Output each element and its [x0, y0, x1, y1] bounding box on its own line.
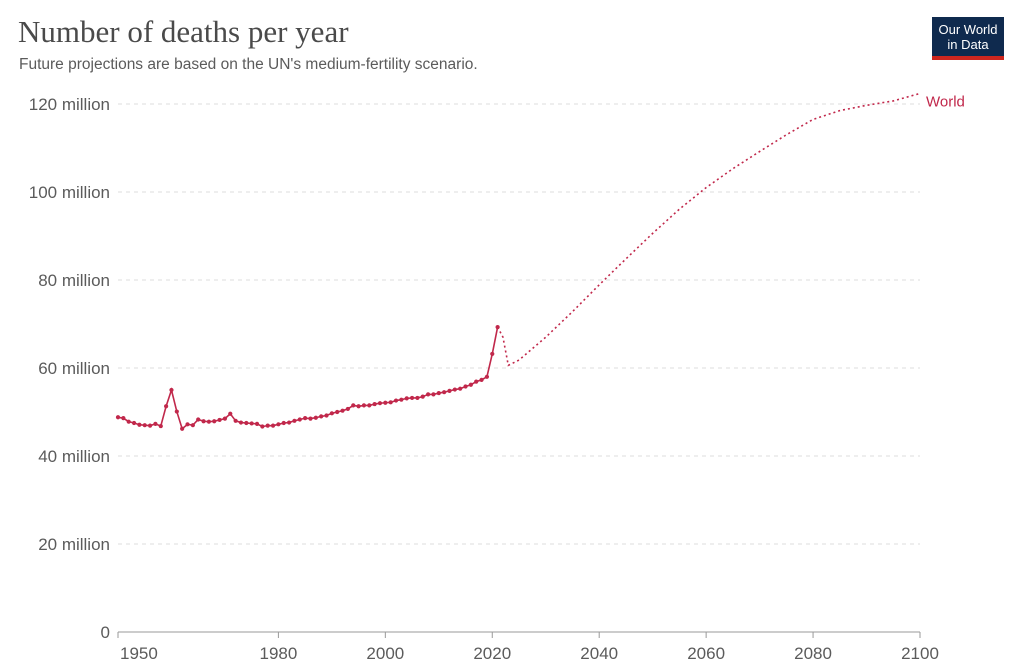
x-tick-label: 1950 [120, 644, 158, 663]
data-point [388, 400, 393, 405]
x-tick-label: 2000 [366, 644, 404, 663]
y-tick-label: 100 million [29, 183, 110, 202]
logo-line-2: in Data [947, 37, 989, 52]
data-point [436, 390, 441, 396]
data-point [426, 392, 431, 397]
data-point [222, 416, 228, 421]
data-point [329, 411, 334, 416]
data-point [324, 413, 329, 418]
data-point [474, 379, 479, 384]
x-tick-label: 2080 [794, 644, 832, 663]
data-point [180, 426, 185, 431]
data-point [292, 418, 297, 423]
data-point [115, 415, 121, 420]
data-point [121, 416, 126, 421]
data-point [281, 420, 286, 426]
data-point [131, 420, 137, 426]
data-point [196, 417, 201, 422]
y-tick-label: 0 [101, 623, 110, 642]
data-point [147, 423, 153, 428]
data-point [431, 392, 436, 397]
data-point [254, 421, 260, 426]
data-point [404, 396, 409, 401]
data-point [153, 421, 158, 426]
data-point [303, 416, 308, 421]
x-tick-label: 2100 [901, 644, 939, 663]
data-point [409, 395, 415, 401]
data-point [286, 420, 292, 425]
data-point [442, 390, 447, 395]
data-point [308, 416, 313, 421]
data-point [158, 423, 163, 429]
data-point [495, 324, 500, 330]
x-tick-label: 2040 [580, 644, 618, 663]
data-point [361, 403, 367, 408]
data-point [233, 418, 238, 423]
data-point [335, 409, 340, 415]
data-point [185, 422, 190, 427]
data-point [351, 403, 356, 408]
y-tick-label: 20 million [38, 535, 110, 554]
data-point [399, 397, 404, 402]
data-point [468, 382, 473, 387]
data-point [458, 386, 463, 391]
data-point [270, 423, 276, 428]
projection-line [496, 92, 921, 367]
data-point [201, 419, 206, 424]
data-point [137, 422, 142, 427]
data-point [479, 377, 484, 382]
x-tick-label: 2060 [687, 644, 725, 663]
data-point [356, 404, 361, 409]
chart-subtitle: Future projections are based on the UN's… [19, 56, 478, 73]
data-point [265, 423, 270, 428]
data-point [463, 384, 468, 389]
data-point [415, 395, 420, 401]
data-point [372, 401, 377, 407]
y-tick-label: 80 million [38, 271, 110, 290]
data-point [393, 398, 399, 403]
data-point [249, 421, 254, 426]
data-point [142, 423, 147, 428]
data-point [169, 387, 174, 393]
data-point [228, 411, 233, 416]
data-point [383, 400, 388, 405]
owid-logo[interactable]: Our World in Data [932, 17, 1004, 60]
logo-line-1: Our World [938, 22, 998, 37]
data-point [313, 415, 318, 420]
y-tick-label: 120 million [29, 95, 110, 114]
data-point [276, 422, 281, 427]
data-point [447, 388, 452, 393]
data-point [212, 419, 217, 424]
data-point [238, 420, 244, 425]
data-point [490, 351, 495, 357]
data-point [420, 394, 425, 399]
data-point [319, 414, 324, 419]
data-point [452, 387, 457, 392]
data-point [340, 408, 345, 413]
x-tick-label: 2020 [473, 644, 511, 663]
historical-line [117, 326, 499, 431]
data-point [345, 406, 351, 412]
data-point [174, 409, 179, 414]
data-point [260, 424, 265, 429]
data-point [484, 374, 490, 379]
data-point [244, 420, 249, 426]
data-point [217, 417, 222, 423]
data-point [190, 423, 195, 428]
data-point [126, 419, 131, 424]
data-point [206, 419, 211, 424]
series-label-world: World [926, 93, 965, 110]
data-point [297, 417, 302, 422]
y-tick-label: 60 million [38, 359, 110, 378]
data-point [367, 403, 372, 408]
x-tick-label: 1980 [259, 644, 297, 663]
data-point [377, 401, 383, 406]
y-tick-label: 40 million [38, 447, 110, 466]
chart-title: Number of deaths per year [18, 14, 349, 49]
data-point [164, 404, 169, 409]
